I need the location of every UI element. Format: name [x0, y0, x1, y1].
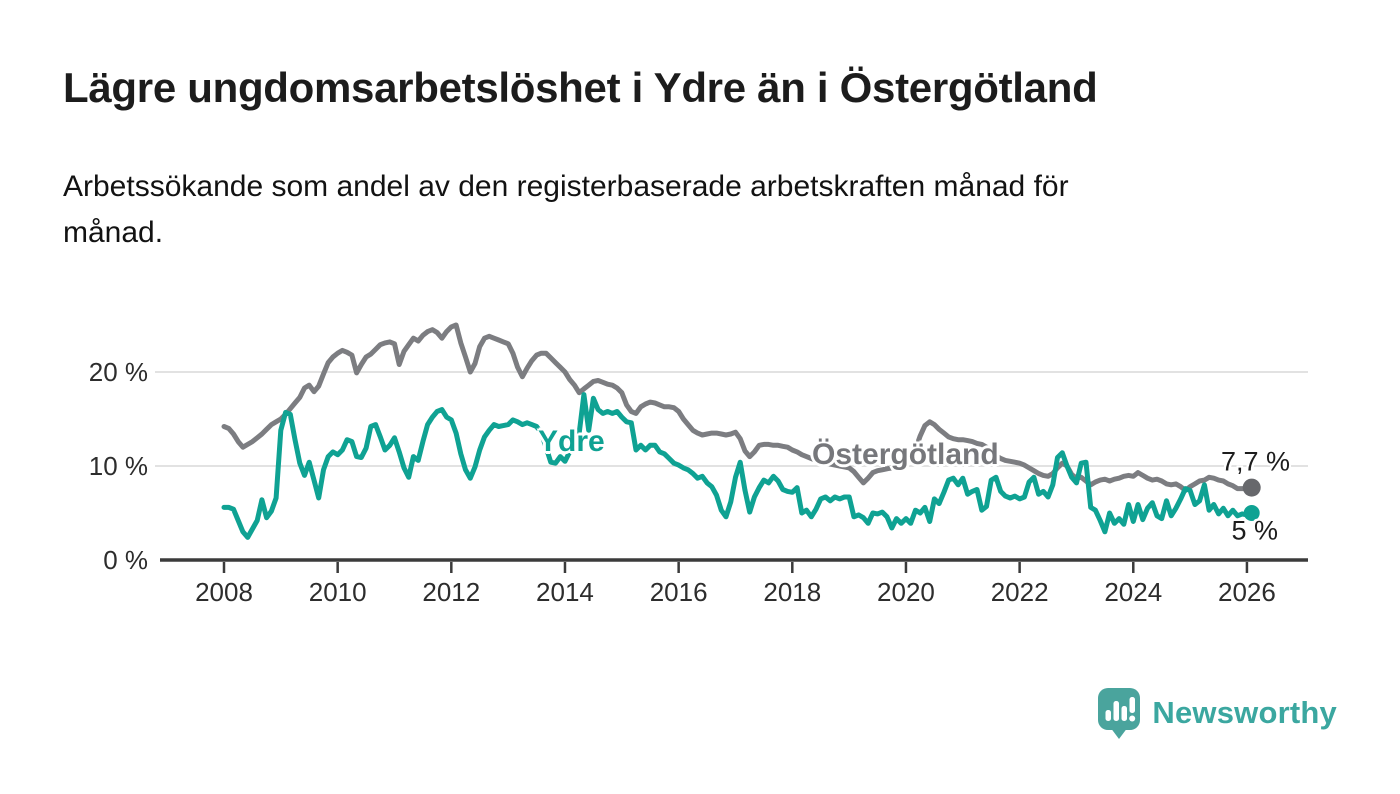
speech-bubble-bar-chart-icon [1096, 686, 1142, 740]
x-axis-label: 2012 [422, 577, 481, 607]
x-axis-label: 2022 [990, 577, 1049, 607]
x-axis-label: 2026 [1218, 577, 1276, 607]
end-value-label-ostergotland: 7,7 % [1220, 446, 1290, 477]
x-axis-label: 2010 [308, 577, 367, 607]
line-ostergotland [221, 322, 1255, 493]
end-dot-ydre [1243, 505, 1260, 521]
end-value-label-ydre: 5 % [1231, 515, 1278, 546]
y-axis-label: 0 % [103, 545, 148, 575]
x-axis-label: 2020 [877, 577, 935, 607]
x-axis-label: 2018 [763, 577, 822, 607]
y-axis-label: 20 % [88, 357, 148, 387]
chart-subtitle: Arbetssökande som andel av den registerb… [63, 170, 1069, 249]
end-dot-ostergotland [1242, 478, 1261, 497]
newsworthy-logo: Newsworthy [1096, 686, 1337, 740]
line-ydre [221, 392, 1255, 540]
series-label-ydre: Ydre [538, 425, 605, 458]
x-axis-label: 2016 [649, 577, 708, 607]
y-axis-label: 10 % [88, 451, 148, 481]
x-axis-label: 2008 [195, 577, 253, 607]
page-title: Lägre ungdomsarbetslöshet i Ydre än i Ös… [63, 64, 1098, 111]
x-axis-label: 2024 [1104, 577, 1163, 607]
x-axis-label: 2014 [536, 577, 594, 607]
brand-name: Newsworthy [1152, 695, 1337, 730]
series-label-ostergotland: Östergötland [812, 438, 999, 471]
